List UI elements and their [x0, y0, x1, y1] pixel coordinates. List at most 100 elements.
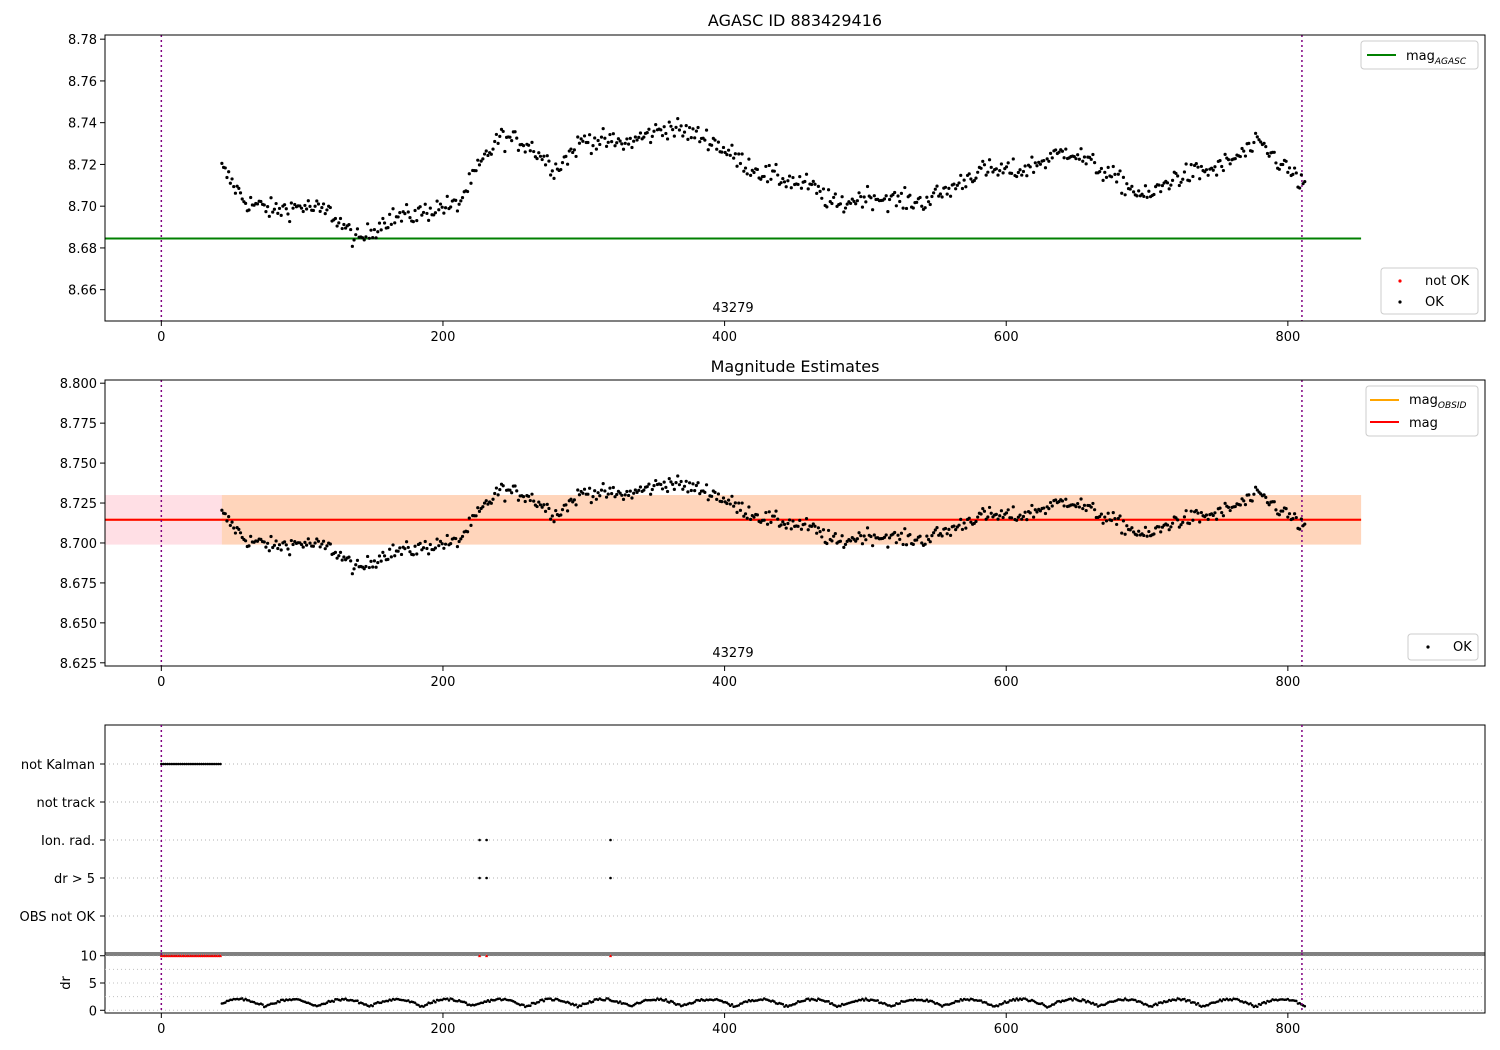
ok-point [674, 481, 678, 485]
ok-point [1106, 165, 1110, 169]
ok-point [396, 549, 400, 553]
ok-point [1011, 505, 1015, 509]
ok-point [415, 552, 419, 556]
dr-point [730, 1003, 734, 1006]
ok-point [984, 173, 988, 177]
ok-point [282, 540, 287, 544]
ok-point [474, 169, 478, 173]
ok-point [542, 503, 546, 507]
ok-point [382, 221, 387, 225]
ok-point [545, 154, 549, 158]
ok-point [379, 559, 383, 563]
y-tick-label: 8.78 [68, 33, 97, 48]
ok-point [1048, 151, 1053, 155]
ok-point [1074, 505, 1078, 509]
ok-point [1196, 165, 1200, 169]
ok-point [981, 159, 985, 163]
ok-point [498, 487, 502, 492]
ok-point [527, 143, 531, 147]
ok-point [515, 136, 519, 140]
ok-point [979, 512, 983, 516]
ok-point [716, 492, 721, 496]
dr-capped-point [197, 954, 201, 958]
flag-point [204, 762, 207, 766]
dr-point [1256, 1005, 1259, 1009]
ok-point [249, 534, 253, 538]
ok-point [720, 150, 724, 154]
ok-point [501, 129, 505, 134]
ok-point [1104, 519, 1109, 523]
ok-point [286, 547, 290, 551]
flag-point [179, 762, 182, 766]
ok-point [367, 565, 371, 570]
ok-point [445, 533, 449, 538]
ok-point [435, 199, 439, 203]
ok-point [227, 515, 231, 519]
ok-point [299, 542, 304, 547]
dr-point [1166, 1000, 1169, 1003]
ok-point [1274, 508, 1278, 512]
ok-point [774, 509, 778, 513]
ok-point [687, 481, 692, 485]
dr-point [815, 999, 818, 1002]
ok-point [299, 206, 304, 210]
ok-point [838, 539, 843, 543]
x-tick-label: 800 [1275, 330, 1300, 345]
ok-point [1247, 493, 1251, 497]
ok-point [437, 544, 441, 548]
ok-point [930, 194, 934, 199]
ok-point [940, 195, 944, 199]
ok-point [1011, 157, 1015, 161]
ok-point [840, 534, 844, 538]
ok-point [813, 182, 817, 186]
ok-point [882, 535, 887, 539]
ok-point [787, 518, 792, 522]
ok-point [1218, 159, 1222, 163]
ok-point [1242, 149, 1246, 153]
ok-point [628, 136, 632, 140]
ok-point [1023, 164, 1027, 168]
ok-point [1159, 190, 1163, 194]
ok-point [366, 554, 370, 559]
panel1-obsid-label: 43279 [712, 301, 753, 316]
ok-point [615, 492, 619, 497]
ok-point [459, 537, 463, 541]
ok-point [321, 539, 326, 543]
ok-point [579, 137, 583, 141]
ok-point [1113, 172, 1117, 176]
ok-point [915, 200, 919, 204]
ok-point [237, 527, 241, 531]
dr-point [839, 1004, 842, 1008]
ok-point [1111, 511, 1115, 515]
dr-point [1230, 998, 1234, 1002]
ok-point [713, 138, 717, 142]
ok-point [543, 163, 548, 167]
ok-point [872, 533, 876, 537]
ok-point [1223, 152, 1227, 156]
x-tick-label: 0 [157, 675, 165, 690]
ok-point [230, 520, 234, 524]
ok-point [728, 502, 732, 506]
ok-point [399, 552, 404, 557]
ok-point [1206, 173, 1210, 177]
ok-point [372, 227, 376, 232]
ok-point [228, 523, 232, 528]
dr-capped-point [170, 954, 174, 958]
ok-point [1006, 508, 1010, 512]
ok-point [696, 125, 700, 130]
ok-point [362, 567, 366, 571]
ok-point [1198, 520, 1202, 524]
dr-point [1303, 1004, 1307, 1008]
ok-point [1123, 532, 1127, 536]
ok-point [535, 504, 539, 509]
ok-point [852, 199, 856, 203]
ok-point [928, 540, 932, 544]
ok-point [288, 219, 292, 224]
ok-point [276, 546, 280, 551]
ok-point [1250, 499, 1254, 503]
ok-point [1228, 508, 1232, 513]
dr-point [1040, 1002, 1044, 1005]
ok-point [1199, 510, 1203, 515]
ok-point [547, 506, 551, 511]
dr-capped-point [216, 954, 220, 958]
